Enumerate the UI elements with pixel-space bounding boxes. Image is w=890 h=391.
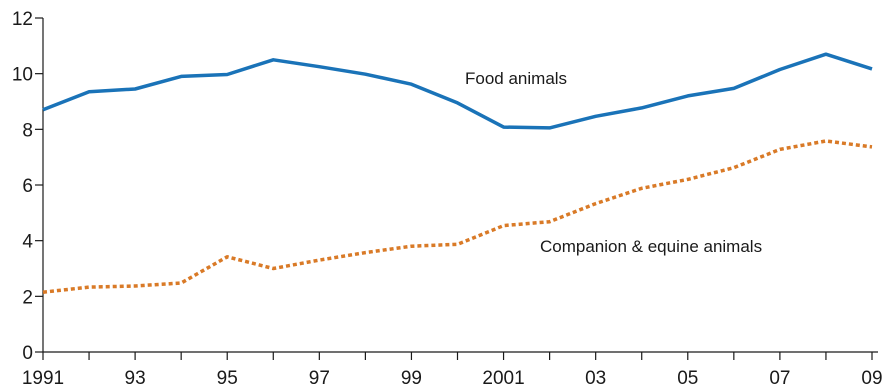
y-ticks: 0 2 4 6 8 10 12 xyxy=(12,9,43,364)
y-tick-label: 4 xyxy=(22,232,33,253)
series-line-food-animals xyxy=(42,52,873,130)
x-tick-label: 99 xyxy=(401,368,422,389)
series-lines xyxy=(42,52,873,294)
y-tick-label: 0 xyxy=(22,343,33,364)
x-tick-label: 93 xyxy=(125,368,146,389)
series-label-companion-equine-animals: Companion & equine animals xyxy=(540,237,762,256)
y-tick-label: 8 xyxy=(22,120,33,141)
x-tick-label: 95 xyxy=(217,368,238,389)
y-tick-label: 12 xyxy=(12,9,33,30)
y-tick-label: 10 xyxy=(12,65,33,86)
y-tick-label: 6 xyxy=(22,176,33,197)
x-tick-label: 03 xyxy=(585,368,606,389)
series-label-food-animals: Food animals xyxy=(465,69,567,88)
series-line-companion-equine-animals xyxy=(42,139,873,294)
x-tick-label: 1991 xyxy=(22,368,64,389)
x-ticks: 1991 93 95 97 99 2001 03 05 07 09 xyxy=(22,352,883,389)
x-tick-label: 97 xyxy=(309,368,330,389)
x-tick-label: 09 xyxy=(861,368,882,389)
axes xyxy=(42,18,878,353)
x-tick-label: 2001 xyxy=(482,368,524,389)
y-tick-label: 2 xyxy=(22,287,33,308)
x-tick-label: 07 xyxy=(769,368,790,389)
x-tick-label: 05 xyxy=(677,368,698,389)
